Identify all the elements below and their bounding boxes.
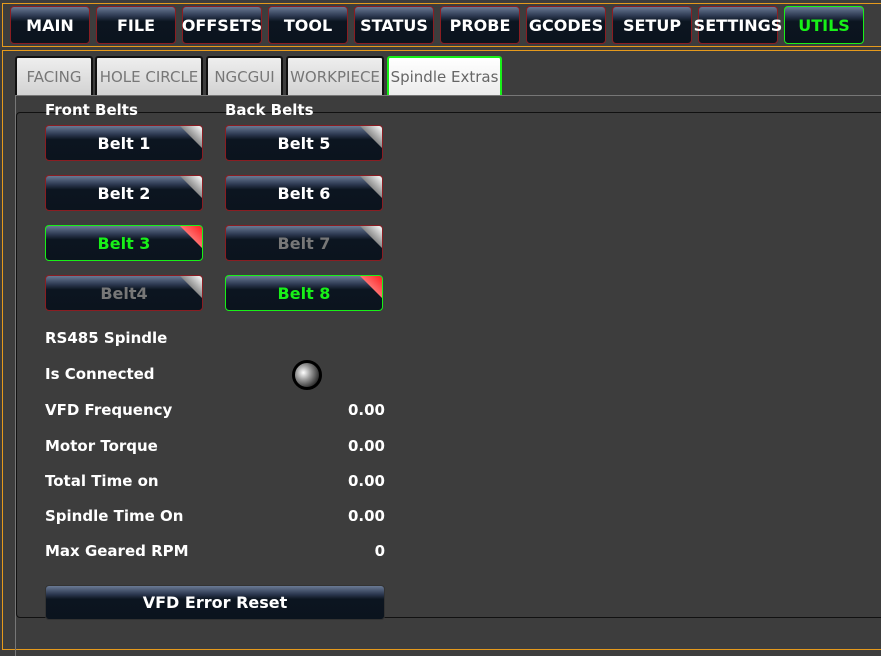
belt-indicator-icon: [360, 126, 382, 148]
nav-setup[interactable]: SETUP: [612, 6, 692, 44]
tab-workpiece[interactable]: WORKPIECE: [286, 56, 384, 95]
belt-button[interactable]: Belt 6: [225, 175, 383, 211]
row-value: 0.00: [347, 507, 385, 525]
belt-label: Belt 3: [97, 233, 151, 253]
is-connected-row: Is Connected: [45, 364, 385, 384]
nav-status[interactable]: STATUS: [354, 6, 434, 44]
row-label: Motor Torque: [45, 437, 158, 455]
belt-button[interactable]: Belt 7: [225, 225, 383, 261]
belt-label: Belt 8: [277, 283, 331, 303]
vfd-error-reset-button[interactable]: VFD Error Reset: [45, 585, 385, 620]
connected-led-icon: [292, 360, 322, 390]
belt-button[interactable]: Belt 1: [45, 125, 203, 161]
rs485-row: Max Geared RPM 0: [45, 541, 385, 561]
row-label: Total Time on: [45, 472, 159, 490]
rs485-title-text: RS485 Spindle: [45, 329, 168, 347]
belt-label: Belt 5: [277, 133, 331, 153]
belt-button[interactable]: Belt 3: [45, 225, 203, 261]
row-value: 0: [374, 542, 385, 560]
row-value: 0.00: [347, 401, 385, 419]
belt-label: Belt 6: [277, 183, 331, 203]
rs485-row: Total Time on 0.00: [45, 471, 385, 491]
spindle-extras-group: [16, 112, 881, 618]
belt-indicator-icon: [180, 126, 202, 148]
back-belts-label: Back Belts: [225, 101, 314, 119]
rs485-row: Spindle Time On 0.00: [45, 506, 385, 526]
belt-indicator-icon: [180, 176, 202, 198]
belt-label: Belt 1: [97, 133, 151, 153]
belt-indicator-icon: [360, 276, 382, 298]
belt-label: Belt 7: [277, 233, 331, 253]
belt-indicator-icon: [180, 226, 202, 248]
nav-probe[interactable]: PROBE: [440, 6, 520, 44]
nav-tool[interactable]: TOOL: [268, 6, 348, 44]
belt-button[interactable]: Belt4: [45, 275, 203, 311]
nav-offsets[interactable]: OFFSETS: [182, 6, 262, 44]
belt-button[interactable]: Belt 5: [225, 125, 383, 161]
rs485-row: VFD Frequency 0.00: [45, 400, 385, 420]
main-nav-bar: [2, 3, 881, 47]
tab-spindle-extras[interactable]: Spindle Extras: [387, 56, 502, 95]
belt-indicator-icon: [360, 176, 382, 198]
row-value: 0.00: [347, 472, 385, 490]
row-label: VFD Frequency: [45, 401, 173, 419]
row-label: Max Geared RPM: [45, 542, 189, 560]
tab-content-frame: [15, 95, 881, 656]
rs485-row: Motor Torque 0.00: [45, 436, 385, 456]
front-belts-label: Front Belts: [45, 101, 138, 119]
belt-button[interactable]: Belt 2: [45, 175, 203, 211]
row-value: 0.00: [347, 437, 385, 455]
tab-facing[interactable]: FACING: [15, 56, 93, 95]
nav-gcodes[interactable]: GCODES: [526, 6, 606, 44]
belt-label: Belt4: [100, 283, 148, 303]
nav-main[interactable]: MAIN: [10, 6, 90, 44]
belt-label: Belt 2: [97, 183, 151, 203]
row-label: Spindle Time On: [45, 507, 184, 525]
nav-file[interactable]: FILE: [96, 6, 176, 44]
tab-hole-circle[interactable]: HOLE CIRCLE: [95, 56, 203, 95]
nav-settings[interactable]: SETTINGS: [694, 6, 782, 44]
belt-indicator-icon: [180, 276, 202, 298]
rs485-title: RS485 Spindle: [45, 328, 385, 348]
belt-button[interactable]: Belt 8: [225, 275, 383, 311]
belt-indicator-icon: [360, 226, 382, 248]
is-connected-label: Is Connected: [45, 365, 155, 383]
nav-utils[interactable]: UTILS: [784, 6, 864, 44]
tab-ngcgui[interactable]: NGCGUI: [206, 56, 283, 95]
